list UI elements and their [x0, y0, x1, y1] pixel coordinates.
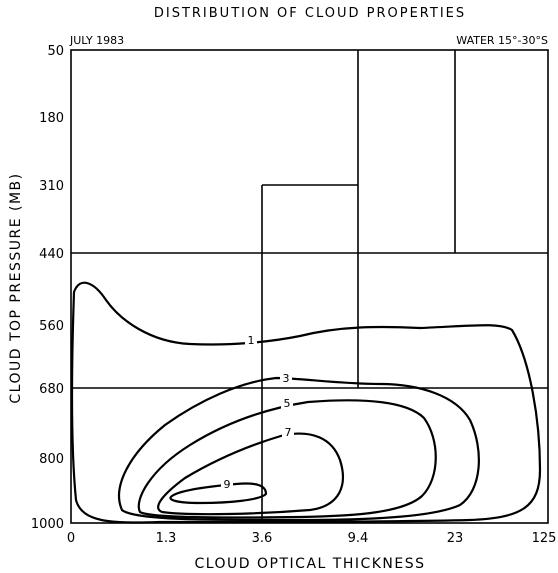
y-tick-1000: 1000: [31, 517, 64, 532]
y-tick-800: 800: [39, 452, 64, 467]
x-tick-0: 0: [67, 531, 75, 546]
contour-5: [137, 399, 437, 519]
x-axis-ticks: 0 1.3 3.6 9.4 23 125: [67, 531, 557, 546]
annotation-date: JULY 1983: [69, 34, 124, 47]
y-tick-560: 560: [39, 319, 64, 334]
contours: [70, 281, 542, 524]
y-tick-440: 440: [39, 247, 64, 262]
cloud-type-dividers: [71, 50, 548, 523]
contour-label-5: 5: [284, 397, 291, 410]
x-tick-1.3: 1.3: [156, 531, 177, 546]
y-tick-180: 180: [39, 111, 64, 126]
y-tick-310: 310: [39, 179, 64, 194]
y-tick-680: 680: [39, 382, 64, 397]
contour-1: [70, 281, 542, 524]
y-axis-label: CLOUD TOP PRESSURE (MB): [8, 172, 24, 403]
contour-labels: 1 3 5 7 9: [221, 333, 294, 491]
x-tick-23: 23: [447, 531, 464, 546]
contour-label-3: 3: [283, 372, 290, 385]
x-axis-label: CLOUD OPTICAL THICKNESS: [194, 556, 425, 572]
contour-7: [157, 432, 344, 516]
plot-frame: [70, 49, 549, 524]
chart-title: DISTRIBUTION OF CLOUD PROPERTIES: [154, 6, 466, 21]
y-tick-50: 50: [47, 44, 64, 59]
annotation-region: WATER 15°-30°S: [456, 34, 548, 47]
contour-label-1: 1: [248, 334, 255, 347]
contour-9: [169, 482, 268, 505]
x-tick-9.4: 9.4: [348, 531, 369, 546]
x-tick-3.6: 3.6: [252, 531, 273, 546]
x-tick-125: 125: [532, 531, 557, 546]
y-axis-ticks: 50 180 310 440 560 680 800 1000: [31, 44, 64, 532]
contour-3: [117, 376, 480, 522]
contour-label-9: 9: [224, 478, 231, 491]
contour-label-7: 7: [285, 426, 292, 439]
